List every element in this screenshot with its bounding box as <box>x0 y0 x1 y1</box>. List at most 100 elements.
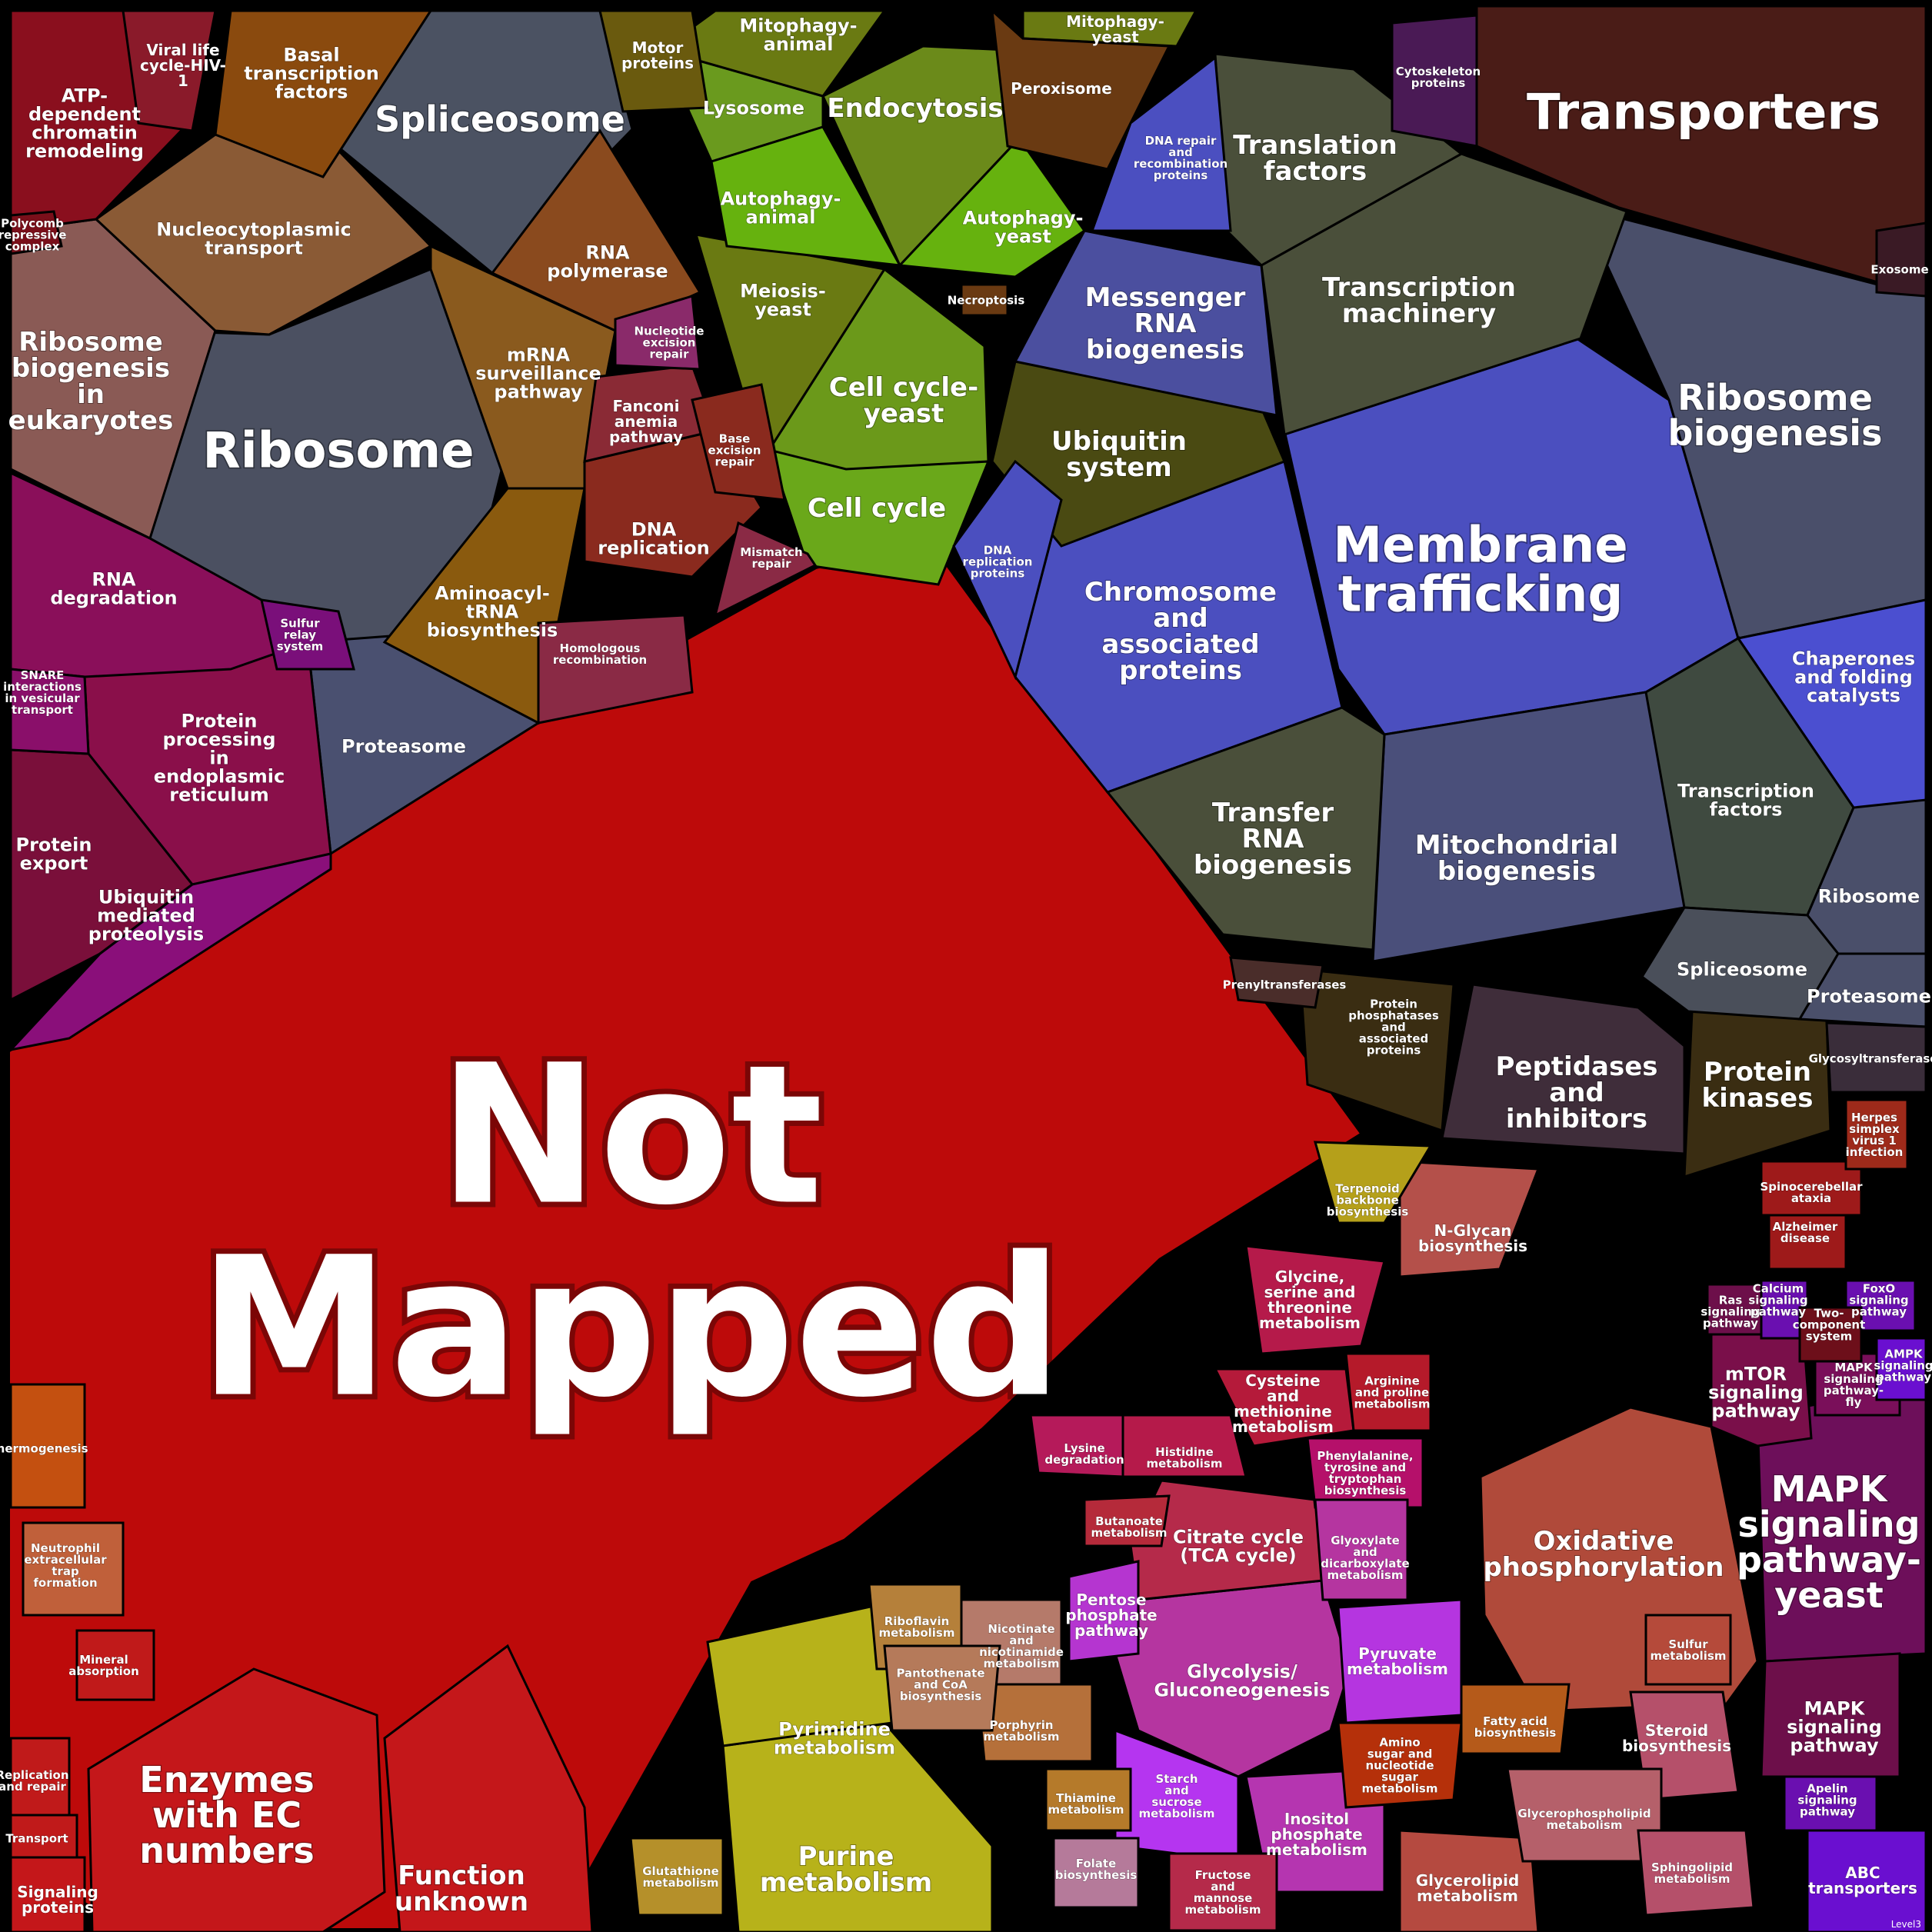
cell-glycine[interactable] <box>1244 1244 1386 1355</box>
label-foxo: FoxO signaling pathway <box>1849 1281 1908 1318</box>
cell-messenger-rna[interactable] <box>1013 229 1278 417</box>
cell-exosome[interactable] <box>1875 222 1927 298</box>
label-homologous: Homologous recombination <box>553 641 647 667</box>
label-rna-degradation: RNA degradation <box>50 568 177 608</box>
cell-cytoskeleton[interactable] <box>1391 14 1478 148</box>
label-peptidases: Peptidases and inhibitors <box>1495 1051 1657 1134</box>
cell-cell-cycle[interactable] <box>767 448 991 586</box>
cell-polycomb[interactable] <box>9 210 63 255</box>
cell-function-unknown[interactable] <box>383 1644 594 1932</box>
cell-sphingolipid[interactable] <box>1637 1829 1755 1917</box>
label-mitophagy-animal: Mitophagy-animal <box>739 15 857 55</box>
cell-fructose[interactable] <box>1168 1852 1278 1932</box>
cell-herpes[interactable] <box>1844 1098 1909 1171</box>
label-n-glycan: N-Glycan biosynthesis <box>1418 1221 1527 1255</box>
label-glycolysis: Glycolysis/Gluconeogenesis <box>1154 1661 1330 1700</box>
cell-sulfur-relay[interactable] <box>260 598 355 671</box>
label-polycomb: Polycomb repressive complex <box>0 216 66 253</box>
label-viral-hiv: Viral life cycle-HIV-1 <box>140 41 226 90</box>
label-peroxisome: Peroxisome <box>1011 79 1112 98</box>
cell-dna-rep-proteins[interactable] <box>952 459 1063 681</box>
cell-thiamine[interactable] <box>1044 1767 1132 1832</box>
label-rna-polymerase: RNA polymerase <box>547 242 668 281</box>
cell-mineral[interactable] <box>75 1629 155 1701</box>
label-cell-cycle-yeast: Cell cycle-yeast <box>829 372 978 429</box>
cell-abc-transporters[interactable] <box>1806 1829 1927 1932</box>
label-inositol: Inositol phosphate metabolism <box>1266 1810 1367 1859</box>
label-mapk-yeast: MAPK signaling pathway-yeast <box>1737 1468 1921 1616</box>
label-starch: Starch and sucrose metabolism <box>1139 1772 1215 1820</box>
cell-mitophagy-yeast[interactable] <box>1021 9 1198 48</box>
label-citrate: Citrate cycle (TCA cycle) <box>1173 1526 1304 1566</box>
label-lysosome: Lysosome <box>703 97 804 118</box>
cell-fatty-acid-bio[interactable] <box>1460 1683 1571 1755</box>
cell-histidine[interactable] <box>1121 1414 1247 1478</box>
cell-mismatch[interactable] <box>713 521 818 618</box>
cell-n-glycan[interactable] <box>1398 1160 1541 1278</box>
cell-two-component[interactable] <box>1798 1306 1863 1363</box>
cell-peroxisome[interactable] <box>991 8 1171 171</box>
cell-transfer-rna[interactable] <box>1105 706 1386 951</box>
label-porphyrin: Porphyrin metabolism <box>984 1718 1060 1744</box>
label-fanconi: Fanconi anemia pathway <box>609 397 683 446</box>
cell-viral-hiv[interactable] <box>122 9 217 132</box>
label-transcription-machinery: Transcription machinery <box>1322 272 1516 329</box>
cell-sulfur-met[interactable] <box>1644 1614 1732 1686</box>
cell-pentose[interactable] <box>1068 1560 1140 1663</box>
cell-spinocerebellar[interactable] <box>1760 1160 1863 1217</box>
cell-dna-repair[interactable] <box>1090 55 1232 232</box>
cell-autophagy-yeast[interactable] <box>897 136 1087 278</box>
label-base-excision: Base excision repair <box>708 431 761 468</box>
label-glycerophospholipid: Glycerophospholipid metabolism <box>1517 1807 1651 1832</box>
cell-peptidases[interactable] <box>1441 983 1686 1155</box>
label-pyrimidine: Pyrimidine metabolism <box>774 1718 895 1758</box>
cell-pantothenate[interactable] <box>883 1644 1001 1732</box>
cell-enzymes-ec[interactable] <box>87 1667 386 1932</box>
cell-butanoate[interactable] <box>1083 1494 1171 1547</box>
cell-necroptosis[interactable] <box>960 283 1009 317</box>
label-chaperones: Chaperones and folding catalysts <box>1792 648 1915 706</box>
cell-terpenoid[interactable] <box>1313 1141 1433 1224</box>
label-thermogenesis: Thermogenesis <box>0 1441 88 1455</box>
cell-porphyrin[interactable] <box>975 1683 1094 1763</box>
cell-glycerolipid[interactable] <box>1398 1829 1540 1932</box>
cell-phenylalanine[interactable] <box>1306 1437 1424 1509</box>
cell-glyoxylate[interactable] <box>1314 1498 1409 1601</box>
cell-folate-bio[interactable] <box>1052 1837 1140 1909</box>
label-basal-tf: Basal transcription factors <box>244 44 379 102</box>
cell-basal-tf[interactable] <box>214 9 433 178</box>
label-neutrophil: Neutrophil extracellular trap formation <box>24 1541 107 1590</box>
cell-thermogenesis[interactable] <box>9 1383 86 1509</box>
label-mismatch: Mismatch repair <box>740 545 803 571</box>
cell-glutathione[interactable] <box>629 1837 724 1917</box>
label-sphingolipid: Sphingolipid metabolism <box>1651 1860 1733 1886</box>
label-ribosome: Ribosome <box>202 422 474 479</box>
cell-glycosyltransferases[interactable] <box>1825 1021 1927 1094</box>
cell-apelin[interactable] <box>1783 1775 1878 1832</box>
label-function-unknown: Function unknown <box>395 1860 528 1917</box>
label-spliceosome: Spliceosome <box>375 98 625 140</box>
label-mtor: mTOR signaling pathway <box>1708 1363 1804 1421</box>
cell-motor-proteins[interactable] <box>598 9 709 113</box>
label-ras: Ras signaling pathway <box>1700 1293 1760 1330</box>
cell-arginine-proline[interactable] <box>1344 1352 1432 1432</box>
cell-prenyltransferases[interactable] <box>1229 956 1324 1009</box>
cell-ampk[interactable] <box>1875 1337 1927 1401</box>
cell-homologous[interactable] <box>537 614 694 724</box>
cell-amino-sugar[interactable] <box>1337 1721 1463 1809</box>
label-two-component: Two-component system <box>1793 1306 1866 1343</box>
cell-snare[interactable] <box>9 668 90 755</box>
cell-ubiquitin-proteolysis[interactable] <box>7 852 332 1052</box>
label-snare: SNARE interactions in vesicular transport <box>3 668 82 717</box>
cell-neutrophil[interactable] <box>22 1521 125 1617</box>
cell-nucleotide-excision[interactable] <box>614 295 701 371</box>
label-proteasome-2: Proteasome <box>1807 985 1931 1007</box>
cell-transport[interactable] <box>9 1814 78 1859</box>
cell-mapk[interactable] <box>1760 1652 1901 1778</box>
cell-protein-phosphatases[interactable] <box>1298 968 1455 1133</box>
treemap-labels: Not Mapped Transporters Ribosome Membrane tra… <box>0 12 1932 1917</box>
cell-base-excision[interactable] <box>691 383 786 501</box>
cell-alzheimer[interactable] <box>1767 1214 1847 1271</box>
label-nicotinate: Nicotinate and nicotinamide metabolism <box>979 1622 1064 1671</box>
